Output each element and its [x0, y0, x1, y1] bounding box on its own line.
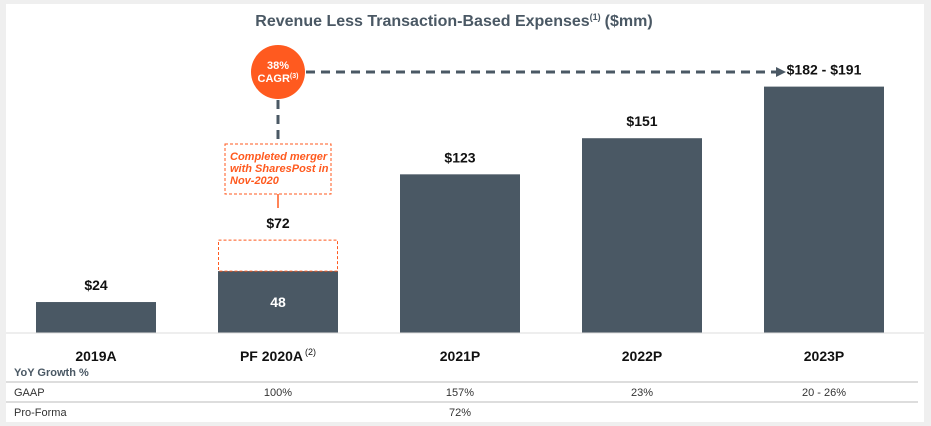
- category-label: 2022P: [622, 348, 662, 364]
- table-cell: 72%: [449, 407, 471, 419]
- merger-note-line: Nov-2020: [230, 175, 280, 187]
- table-row-label: GAAP: [14, 387, 45, 399]
- cagr-value: 38%: [267, 60, 289, 72]
- bar-2019a: [36, 302, 156, 333]
- category-label: 2023P: [804, 348, 844, 364]
- table-row-label: Pro-Forma: [14, 407, 67, 419]
- growth-table-header: YoY Growth %: [14, 367, 89, 379]
- data-label: $72: [266, 215, 290, 231]
- category-label: 2021P: [440, 348, 480, 364]
- chart-title-superscript: (1): [590, 12, 601, 22]
- chart-title: Revenue Less Transaction-Based Expenses(…: [255, 12, 652, 30]
- cagr-badge: [251, 45, 305, 99]
- merger-note-line: Completed merger: [230, 151, 328, 163]
- revenue-chart: Revenue Less Transaction-Based Expenses(…: [6, 12, 924, 419]
- merger-note-line: with SharesPost in: [230, 163, 329, 175]
- category-label: PF 2020A (2): [240, 347, 316, 364]
- bar-pf-2020a: [218, 271, 338, 333]
- table-cell: 20 - 26%: [802, 387, 846, 399]
- data-label: $182 - $191: [787, 62, 862, 78]
- table-cell: 23%: [631, 387, 653, 399]
- table-cell: 100%: [264, 387, 292, 399]
- category-label: 2019A: [75, 348, 116, 364]
- data-label: $123: [444, 149, 475, 165]
- arrow-right-icon: [776, 67, 786, 77]
- cagr-label: CAGR(3): [258, 73, 299, 85]
- bar-proforma-portion: [218, 239, 338, 272]
- bar-2022p: [582, 138, 702, 333]
- table-cell: 157%: [446, 387, 474, 399]
- merger-note-box: [224, 143, 332, 195]
- data-label: $151: [626, 113, 657, 129]
- chart-panel: Revenue Less Transaction-Based Expenses(…: [6, 4, 924, 422]
- data-label: $24: [84, 277, 108, 293]
- bar-inner-label: 48: [270, 294, 286, 310]
- bar-2023p: [764, 86, 884, 333]
- chart-title-unit: ($mm): [605, 13, 653, 30]
- chart-title-text: Revenue Less Transaction-Based Expenses: [255, 13, 589, 30]
- bar-2021p: [400, 174, 520, 333]
